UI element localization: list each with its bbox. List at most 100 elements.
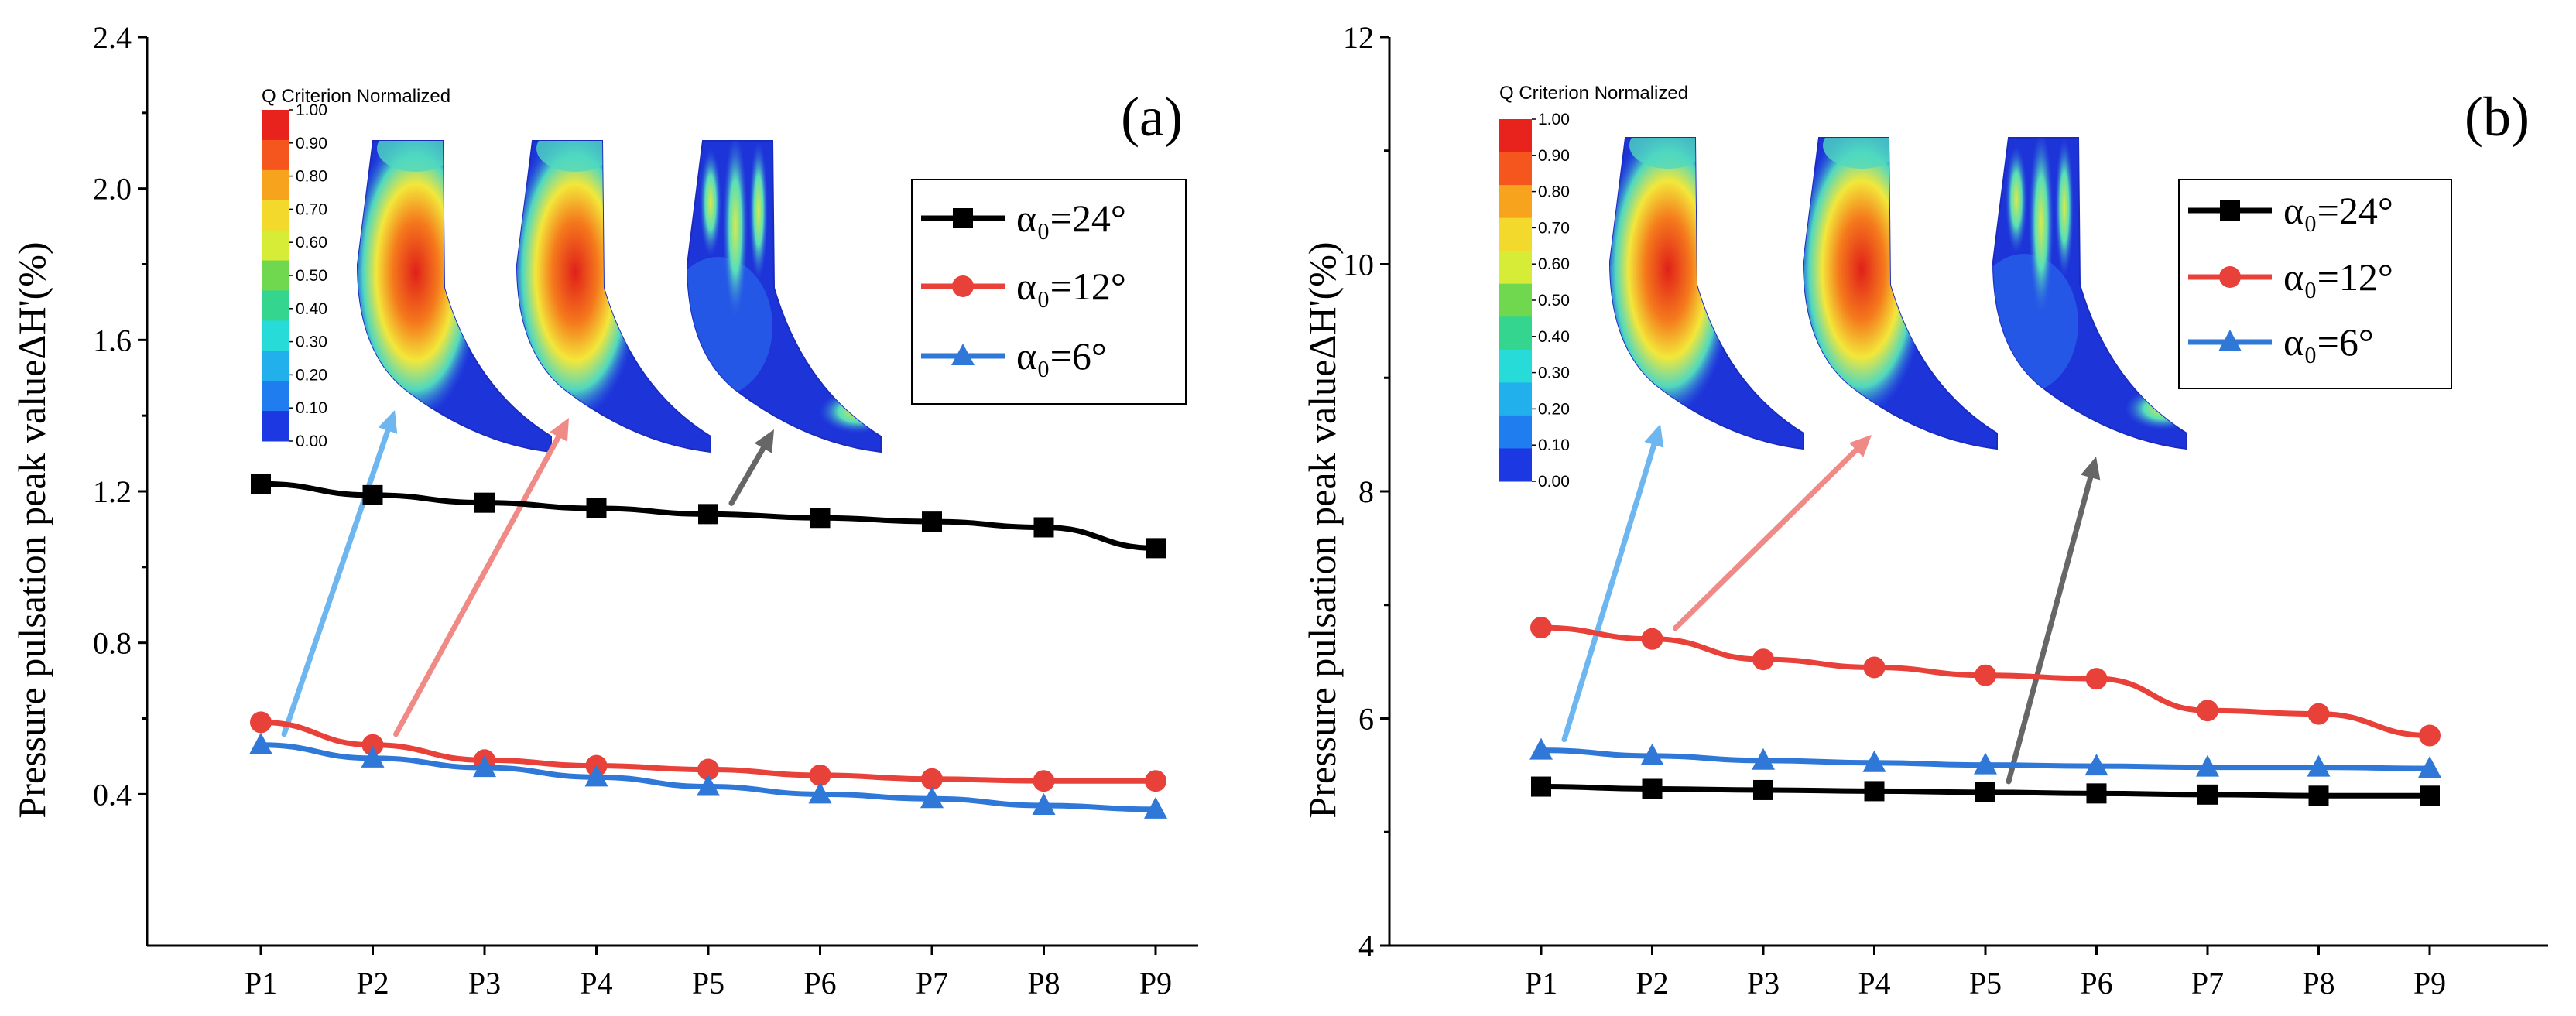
contour-inset-1 (1608, 137, 1804, 450)
legend-marker (2218, 330, 2242, 351)
series-2 (250, 711, 1166, 792)
contour-inset: Q Criterion Normalized 1.00 0.90 0.80 0.70 0.… (1499, 83, 2187, 491)
legend-entry: α₀=12° (921, 265, 1126, 308)
data-point (2307, 703, 2330, 725)
x-tick-label: P6 (2080, 966, 2112, 1001)
y-tick-label: 4 (1358, 929, 1374, 963)
colorbar-title: Q Criterion Normalized (1499, 83, 1688, 104)
inset-arrow (728, 429, 774, 506)
colorbar-tick-label: 0.00 (296, 433, 327, 450)
inset-arrow (2006, 457, 2101, 785)
colorbar-title: Q Criterion Normalized (262, 86, 450, 107)
data-point (2307, 754, 2331, 777)
colorbar-cell (1499, 283, 1532, 317)
colorbar-cell (262, 169, 289, 201)
panel-label: (a) (1121, 86, 1183, 148)
data-point (1640, 743, 1664, 765)
x-tick-label: P2 (356, 966, 389, 1001)
data-point (697, 774, 720, 796)
colorbar-cell (262, 290, 289, 321)
colorbar-cell (1499, 316, 1532, 351)
legend-marker (953, 208, 973, 228)
colorbar-tick-label: 0.20 (296, 366, 327, 384)
colorbar-tick-label: 0.10 (1538, 436, 1570, 454)
colorbar-tick-label: 0.90 (296, 135, 327, 152)
colorbar-cell (262, 200, 289, 231)
data-point (361, 745, 385, 768)
legend-entry: α₀=12° (2188, 255, 2393, 299)
data-point (697, 758, 719, 781)
series-2 (1530, 617, 2441, 747)
data-point (2196, 754, 2219, 777)
colorbar-cell (262, 110, 289, 141)
x-tick-label: P4 (1858, 966, 1890, 1001)
data-point (1641, 628, 1663, 650)
data-point (1033, 770, 1055, 792)
colorbar-tick-label: 0.00 (1538, 473, 1570, 491)
colorbar-tick-label: 0.50 (296, 267, 327, 285)
legend: α₀=24° α₀=12° α₀=6° (2178, 179, 2452, 389)
data-point (1642, 778, 1663, 799)
data-point (1530, 737, 1553, 760)
colorbar-tick-label: 0.60 (296, 234, 327, 251)
colorbar-cell (262, 411, 289, 442)
colorbar-cell (1499, 415, 1532, 449)
data-point (2420, 785, 2440, 806)
colorbar-tick-label: 0.30 (1538, 364, 1570, 382)
series-3 (1530, 737, 2441, 778)
legend-entry: α₀=24° (2188, 189, 2393, 232)
series-3 (249, 732, 1167, 819)
data-point (1752, 648, 1774, 671)
x-tick-label: P1 (245, 966, 277, 1001)
y-tick-label: 0.4 (93, 777, 132, 812)
inset-arrow (1561, 424, 1664, 743)
inset-arrow (281, 410, 398, 737)
y-tick-label: 6 (1358, 702, 1374, 737)
data-point (1145, 770, 1166, 792)
x-tick-label: P7 (2191, 966, 2224, 1001)
panel-a: 0.4 0.8 1.2 1.6 2.0 2.4 P1 P2 P3 P4 P5 P6 P7 P8 P9 Pres… (10, 20, 1198, 1001)
x-tick-label: P3 (1747, 966, 1780, 1001)
colorbar-tick-label: 0.70 (1538, 219, 1570, 237)
data-point (2084, 754, 2108, 776)
colorbar-tick-label: 0.80 (1538, 183, 1570, 201)
colorbar-tick-label: 0.70 (296, 200, 327, 218)
data-point (1753, 779, 1773, 800)
colorbar-cell (1499, 251, 1532, 285)
colorbar-cell (262, 260, 289, 291)
y-tick-label: 2.0 (93, 172, 132, 207)
data-point (473, 755, 496, 778)
colorbar-cell (1499, 152, 1532, 186)
colorbar-cell (1499, 349, 1532, 383)
y-tick-label: 8 (1358, 474, 1374, 509)
data-point (1146, 538, 1166, 559)
legend-marker (951, 344, 975, 365)
data-point (1863, 656, 1886, 679)
contour-inset: Q Criterion Normalized1.000.900.800.700.… (262, 86, 882, 453)
legend-marker (952, 275, 974, 297)
legend-entry: α₀=24° (921, 197, 1126, 240)
y-axis-label: Pressure pulsation peak valueΔH'(%) (1300, 241, 1344, 818)
data-point (1862, 750, 1886, 772)
legend-label: α₀=12° (2283, 255, 2393, 299)
data-point (921, 768, 943, 790)
data-point (2419, 724, 2441, 747)
colorbar-tick-label: 0.20 (1538, 400, 1570, 418)
data-point (2085, 668, 2108, 690)
data-point (1975, 664, 1996, 686)
x-tick-label: P7 (916, 966, 948, 1001)
series-1 (251, 474, 1166, 559)
x-tick-label: P5 (1969, 966, 2002, 1001)
data-point (362, 484, 383, 505)
colorbar-tick-label: 1.00 (1538, 111, 1570, 128)
y-tick-label: 0.8 (93, 626, 132, 661)
data-point (810, 508, 831, 529)
panel-b: 4 6 8 10 12 P1 P2 P3 P4 P5 P6 P7 P8 P9 Pressure pulsat… (1300, 20, 2548, 1001)
colorbar-tick-label: 0.90 (1538, 147, 1570, 165)
x-tick-label: P2 (1636, 966, 1668, 1001)
data-point (249, 732, 272, 754)
colorbar-tick-label: 0.40 (296, 300, 327, 318)
y-tick-label: 12 (1343, 20, 1374, 55)
data-point (922, 511, 942, 532)
x-tick-label: P8 (2302, 966, 2334, 1001)
